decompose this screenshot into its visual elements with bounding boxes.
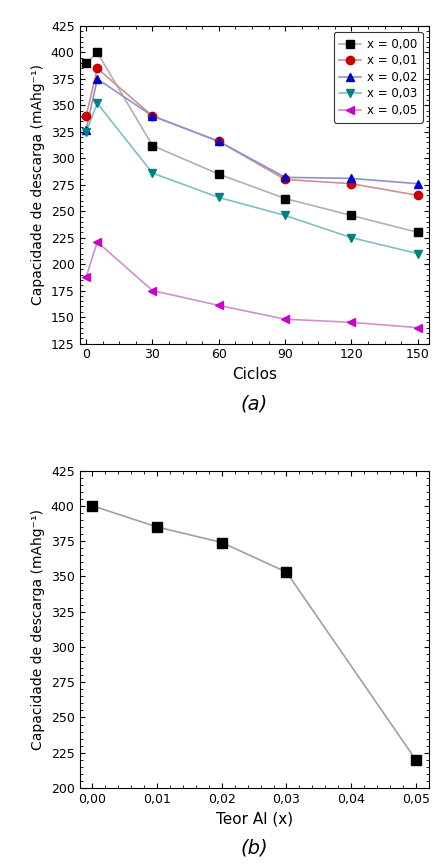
x = 0,02 <box>415 178 420 189</box>
Y-axis label: Capacidade de descarga (mAhg⁻¹): Capacidade de descarga (mAhg⁻¹) <box>31 509 45 750</box>
x = 0,00 <box>415 227 420 237</box>
x = 0,01 <box>216 136 221 146</box>
x = 0,01 <box>415 191 420 201</box>
x = 0,05 <box>216 301 221 311</box>
Line: x = 0,05: x = 0,05 <box>82 238 422 332</box>
x = 0,01 <box>282 174 288 184</box>
x = 0,01 <box>84 111 89 121</box>
x = 0,05 <box>415 322 420 333</box>
Line: x = 0,01: x = 0,01 <box>82 64 422 199</box>
Line: x = 0,03: x = 0,03 <box>82 99 422 258</box>
x = 0,03 <box>415 249 420 259</box>
x = 0,01 <box>349 178 354 189</box>
x = 0,05 <box>84 272 89 282</box>
Text: (b): (b) <box>240 839 268 858</box>
x = 0,02 <box>84 125 89 135</box>
x = 0,00 <box>282 193 288 204</box>
x = 0,03 <box>216 192 221 203</box>
x = 0,03 <box>95 98 100 108</box>
x = 0,05 <box>95 236 100 247</box>
x = 0,00 <box>84 58 89 68</box>
x = 0,03 <box>150 168 155 178</box>
Text: (a): (a) <box>240 394 268 413</box>
Line: x = 0,00: x = 0,00 <box>82 48 422 236</box>
X-axis label: Ciclos: Ciclos <box>232 367 277 382</box>
x = 0,03 <box>84 126 89 137</box>
x = 0,01 <box>95 63 100 74</box>
x = 0,01 <box>150 111 155 121</box>
x = 0,02 <box>216 136 221 146</box>
x = 0,03 <box>349 232 354 242</box>
x = 0,00 <box>150 140 155 151</box>
x = 0,00 <box>216 169 221 179</box>
x = 0,03 <box>282 210 288 221</box>
x = 0,02 <box>150 111 155 121</box>
x = 0,05 <box>282 314 288 325</box>
x = 0,02 <box>349 173 354 184</box>
x = 0,02 <box>282 172 288 183</box>
X-axis label: Teor Al (x): Teor Al (x) <box>216 811 293 826</box>
Line: x = 0,02: x = 0,02 <box>82 74 422 188</box>
x = 0,05 <box>150 286 155 296</box>
Legend: x = 0,00, x = 0,01, x = 0,02, x = 0,03, x = 0,05: x = 0,00, x = 0,01, x = 0,02, x = 0,03, … <box>334 32 423 123</box>
x = 0,00 <box>95 48 100 58</box>
x = 0,00 <box>349 210 354 221</box>
x = 0,02 <box>95 74 100 84</box>
Y-axis label: Capacidade de descarga (mAhg⁻¹): Capacidade de descarga (mAhg⁻¹) <box>31 64 45 305</box>
x = 0,05 <box>349 317 354 327</box>
